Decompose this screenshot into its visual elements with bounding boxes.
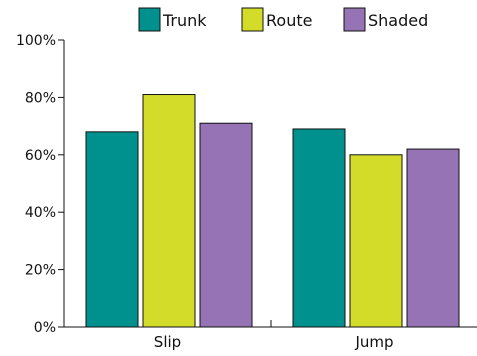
y-tick-label: 80%: [25, 90, 56, 106]
legend-swatch-route: [241, 7, 264, 32]
y-tick-label: 100%: [16, 33, 56, 49]
legend: Trunk Route Shaded: [138, 7, 428, 32]
legend-swatch-trunk: [138, 7, 161, 32]
bar-shaded-jump: [406, 148, 460, 328]
y-tick-label: 0%: [34, 320, 56, 336]
legend-label-route: Route: [266, 11, 312, 30]
legend-label-shaded: Shaded: [368, 11, 428, 30]
y-tick-label: 40%: [25, 205, 56, 221]
y-axis: 0% 20% 40% 60% 80% 100%: [16, 33, 65, 336]
bar-route-jump: [349, 154, 403, 328]
bar-shaded-slip: [199, 122, 253, 328]
bar-route-slip: [142, 94, 196, 328]
x-category-label: Jump: [354, 333, 393, 351]
y-tick-label: 60%: [25, 148, 56, 164]
legend-label-trunk: Trunk: [162, 11, 207, 30]
bar-trunk-slip: [85, 131, 139, 328]
legend-swatch-shaded: [343, 7, 366, 32]
bar-trunk-jump: [292, 128, 346, 328]
y-tick-label: 20%: [25, 263, 56, 279]
bars: [85, 94, 460, 328]
x-category-label: Slip: [154, 333, 181, 351]
